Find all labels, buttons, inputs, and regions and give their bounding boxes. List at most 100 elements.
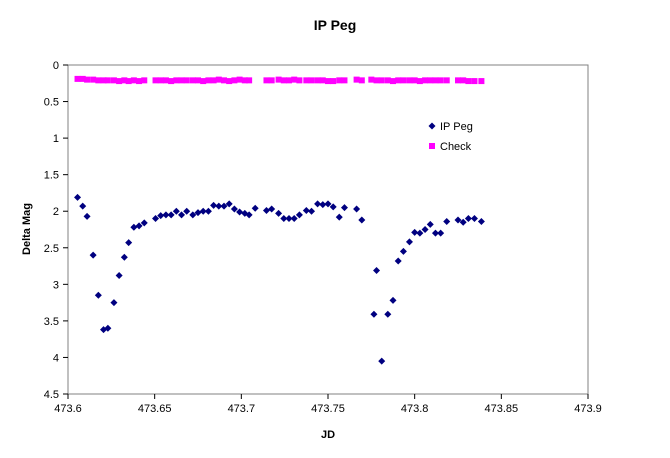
y-axis: 0 0.5 1 1.5 2 2.5 3 3.5 4 4.5: [44, 60, 68, 401]
y-tick-label: 2.5: [44, 243, 59, 255]
check-point: [291, 76, 298, 83]
ip-peg-point: [262, 206, 270, 214]
check-point: [231, 77, 238, 84]
ip-peg-point: [230, 205, 238, 213]
ip-peg-point: [399, 247, 407, 255]
check-point: [157, 77, 164, 84]
ip-peg-point: [340, 204, 348, 212]
check-point: [79, 75, 86, 82]
check-point: [178, 77, 185, 84]
x-axis-label: JD: [321, 429, 335, 441]
ip-peg-point: [172, 207, 180, 215]
legend-label-check: Check: [440, 141, 472, 153]
check-point: [416, 78, 423, 85]
check-point: [141, 77, 148, 84]
ip-peg-point: [389, 296, 397, 304]
check-point: [152, 77, 159, 84]
check-point: [390, 78, 396, 85]
x-tick-label: 473.7: [228, 403, 256, 415]
ip-peg-point: [120, 253, 128, 261]
check-point: [384, 77, 391, 84]
check-point: [460, 77, 467, 84]
ip-peg-point: [251, 204, 259, 212]
ip-peg-point: [236, 208, 244, 216]
ip-peg-point: [94, 291, 102, 299]
check-point: [368, 76, 375, 83]
ip-peg-point: [162, 211, 170, 219]
check-point: [336, 77, 343, 84]
ip-peg-point: [89, 251, 97, 259]
ip-peg-point: [308, 207, 316, 215]
check-point: [465, 78, 472, 85]
check-point: [263, 77, 270, 84]
ip-peg-point: [79, 202, 87, 210]
check-point: [341, 77, 348, 84]
y-tick-label: 1.5: [44, 170, 59, 182]
ip-peg-point: [335, 213, 343, 221]
check-point: [286, 77, 292, 84]
ip-peg-point: [178, 211, 186, 219]
y-tick-label: 1: [53, 133, 59, 145]
check-point: [314, 77, 321, 84]
ip-peg-point: [370, 310, 378, 318]
ip-peg-point: [302, 206, 310, 214]
y-axis-label: Delta Mag: [21, 203, 33, 255]
y-tick-label: 0.5: [44, 97, 59, 109]
check-point: [275, 76, 282, 83]
check-point: [358, 77, 365, 84]
ip-peg-point: [373, 266, 381, 274]
ip-peg-point: [245, 211, 253, 219]
check-point: [130, 77, 137, 84]
check-point: [241, 77, 248, 84]
y-tick-label: 4: [53, 352, 59, 364]
legend-marker-ip-peg: [428, 122, 436, 130]
ip-peg-point: [405, 238, 413, 246]
check-point: [319, 77, 326, 84]
check-point: [74, 75, 81, 82]
check-point: [280, 77, 287, 84]
check-point: [90, 76, 97, 83]
check-point: [125, 78, 132, 85]
y-tick-label: 0: [53, 60, 59, 72]
check-point: [443, 77, 450, 84]
ip-peg-point: [314, 200, 322, 208]
ip-peg-point: [275, 209, 283, 217]
legend-label-ip-peg: IP Peg: [440, 121, 473, 133]
check-point: [325, 78, 331, 85]
check-point: [437, 77, 444, 84]
ip-peg-point: [199, 207, 207, 215]
ip-peg-point: [220, 202, 228, 210]
check-point: [373, 77, 380, 84]
x-tick-label: 473.8: [401, 403, 429, 415]
check-point: [200, 78, 207, 85]
ip-peg-point: [431, 229, 439, 237]
ip-peg-point: [110, 299, 118, 307]
check-point: [84, 76, 91, 83]
check-point: [136, 78, 143, 85]
check-point: [406, 77, 413, 84]
check-point: [168, 78, 175, 85]
check-point: [221, 77, 227, 84]
ip-peg-point: [464, 215, 472, 223]
check-point: [296, 77, 303, 84]
x-tick-label: 473.75: [311, 403, 345, 415]
ip-peg-point: [135, 222, 143, 230]
x-tick-label: 473.65: [138, 403, 172, 415]
check-point: [226, 78, 233, 85]
ip-peg-point: [285, 215, 293, 223]
legend-marker-check: [429, 143, 435, 149]
legend: IP Peg Check: [420, 116, 494, 160]
check-point: [205, 77, 212, 84]
check-point: [246, 77, 253, 84]
x-tick-label: 473.85: [485, 403, 519, 415]
check-point: [422, 77, 429, 84]
x-tick-label: 473.9: [574, 403, 602, 415]
ip-peg-point: [443, 217, 451, 225]
check-point: [400, 77, 407, 84]
ip-peg-point: [130, 223, 138, 231]
ip-peg-point: [426, 220, 434, 228]
ip-peg-point: [358, 216, 366, 224]
ip-peg-point: [194, 209, 202, 217]
ip-peg-point: [157, 212, 165, 220]
check-point: [432, 77, 439, 84]
